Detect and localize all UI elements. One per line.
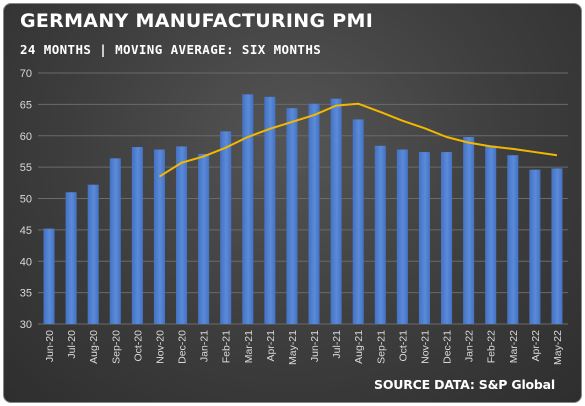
bar (374, 145, 386, 324)
x-tick-label: Sep-20 (110, 330, 122, 364)
bar (43, 228, 55, 324)
y-tick-label: 35 (20, 288, 32, 300)
x-tick-label: Aug-21 (353, 330, 365, 364)
x-tick-label: Apr-22 (530, 330, 542, 362)
x-tick-label: Nov-21 (419, 330, 431, 364)
bar (441, 152, 453, 324)
bar (286, 108, 298, 324)
y-tick-label: 65 (20, 99, 32, 111)
y-tick-label: 60 (20, 131, 32, 143)
bar (264, 96, 276, 324)
moving-average-line (158, 102, 558, 178)
bar (242, 94, 254, 325)
bar (330, 98, 342, 324)
bar-series (43, 94, 563, 325)
x-tick-label: Mar-21 (243, 330, 255, 363)
gridlines (38, 72, 568, 325)
y-tick-label: 55 (20, 162, 32, 174)
x-tick-label: Jan-22 (464, 330, 476, 362)
y-tick-label: 45 (20, 225, 32, 237)
bar (131, 147, 143, 324)
x-tick-label: Jan-21 (199, 330, 211, 362)
x-tick-label: Jun-20 (44, 330, 56, 362)
x-tick-label: Oct-21 (397, 330, 409, 362)
bar (418, 152, 430, 324)
x-tick-label: Jul-21 (331, 330, 343, 359)
x-tick-label: Jul-20 (66, 330, 78, 359)
x-tick-label: Apr-21 (265, 330, 277, 362)
bar (352, 119, 364, 324)
y-tick-label: 50 (20, 194, 32, 206)
x-tick-label: Nov-20 (154, 330, 166, 364)
y-axis: 30 35 40 45 50 55 60 65 70 (20, 68, 32, 331)
bar (485, 145, 497, 324)
bar (529, 169, 541, 324)
source-note: SOURCE DATA: S&P Global (374, 377, 555, 392)
bar (308, 103, 320, 324)
x-tick-label: Dec-20 (177, 330, 189, 364)
bar (153, 149, 165, 324)
x-tick-label: May-22 (552, 330, 564, 365)
bar (551, 168, 563, 324)
x-tick-label: May-21 (287, 330, 299, 365)
x-tick-label: Mar-22 (508, 330, 520, 363)
x-tick-label: Dec-21 (442, 330, 454, 364)
bar (220, 131, 232, 324)
x-tick-label: Feb-21 (221, 330, 233, 363)
bar (176, 146, 188, 324)
x-axis: Jun-20 Jul-20 Aug-20 Sep-20 Oct-20 Nov-20 Dec-… (44, 330, 564, 365)
bar (198, 153, 210, 324)
bar (109, 158, 121, 324)
x-tick-label: Jun-21 (309, 330, 321, 362)
y-tick-label: 70 (20, 68, 32, 80)
x-tick-label: Oct-20 (132, 330, 144, 362)
bar (463, 137, 475, 324)
bar (65, 192, 77, 324)
y-tick-label: 40 (20, 256, 32, 268)
chart-subtitle: 24 MONTHS | MOVING AVERAGE: SIX MONTHS (20, 42, 322, 57)
y-tick-label: 30 (20, 319, 32, 331)
chart-title: GERMANY MANUFACTURING PMI (20, 10, 374, 32)
moving-average-series (158, 102, 558, 178)
x-tick-label: Aug-20 (88, 330, 100, 364)
x-tick-label: Feb-22 (486, 330, 498, 363)
x-tick-label: Sep-21 (375, 330, 387, 364)
bar (396, 149, 408, 324)
bar (507, 155, 519, 324)
bar (87, 184, 99, 324)
